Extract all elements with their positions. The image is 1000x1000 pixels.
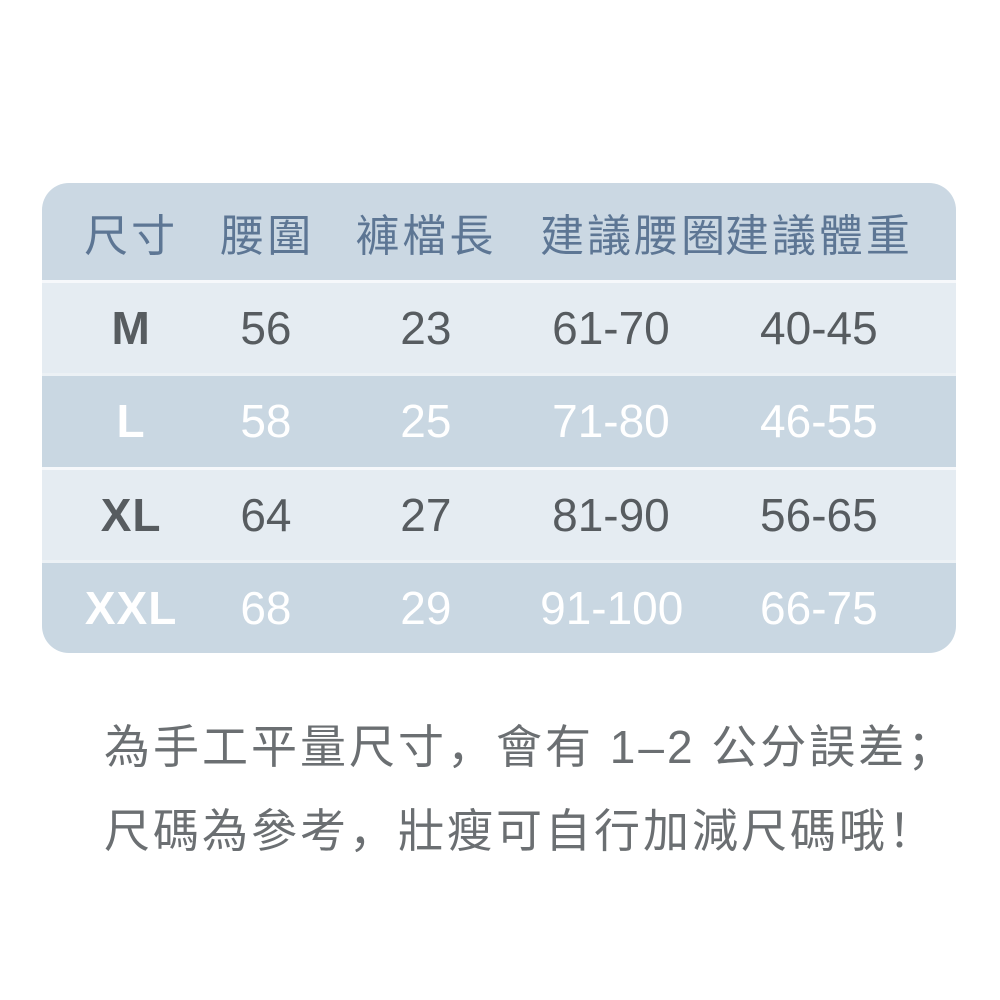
size-chart-table: 尺寸 腰圍 褲檔長 建議腰圈 建議體重 M 56 23 61-70 40-45 …: [42, 183, 956, 653]
crotch-length-value: 23: [400, 302, 452, 355]
table-row-xl: XL 64 27 81-90 56-65: [42, 466, 956, 560]
column-header-crotch-length: 褲檔長: [355, 211, 497, 261]
suggested-waist-value: 81-90: [552, 488, 670, 541]
table-header-row: 尺寸 腰圍 褲檔長 建議腰圈 建議體重: [42, 183, 956, 280]
column-header-suggested-waist: 建議腰圈: [540, 211, 729, 261]
waist-value: 56: [240, 302, 292, 355]
suggested-waist-value: 71-80: [552, 395, 670, 448]
size-value: M: [111, 302, 151, 355]
suggested-weight-value: 56-65: [760, 488, 878, 541]
table-row-m: M 56 23 61-70 40-45: [42, 280, 956, 374]
suggested-weight-value: 66-75: [760, 581, 878, 634]
crotch-length-value: 29: [400, 581, 452, 634]
size-value: XXL: [84, 581, 178, 634]
note-line-2: 尺碼為參考，壯瘦可自行加減尺碼哦！: [104, 805, 937, 857]
waist-value: 68: [240, 581, 292, 634]
table-row-l: L 58 25 71-80 46-55: [42, 373, 956, 467]
size-value: L: [116, 395, 146, 448]
suggested-weight-value: 40-45: [760, 302, 878, 355]
column-header-waist: 腰圍: [220, 211, 315, 261]
measurement-note: 為手工平量尺寸，會有 1–2 公分誤差； 尺碼為參考，壯瘦可自行加減尺碼哦！: [104, 705, 956, 873]
column-header-suggested-weight: 建議體重: [724, 211, 913, 261]
waist-value: 58: [240, 395, 292, 448]
suggested-weight-value: 46-55: [760, 395, 878, 448]
table-row-xxl: XXL 68 29 91-100 66-75: [42, 559, 956, 653]
crotch-length-value: 25: [400, 395, 452, 448]
column-header-size: 尺寸: [84, 211, 179, 261]
suggested-waist-value: 61-70: [552, 302, 670, 355]
size-value: XL: [100, 488, 162, 541]
waist-value: 64: [240, 488, 292, 541]
crotch-length-value: 27: [400, 488, 452, 541]
note-line-1: 為手工平量尺寸，會有 1–2 公分誤差；: [104, 721, 957, 773]
suggested-waist-value: 91-100: [540, 581, 684, 634]
